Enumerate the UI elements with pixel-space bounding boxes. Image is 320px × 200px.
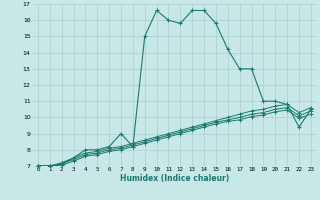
X-axis label: Humidex (Indice chaleur): Humidex (Indice chaleur) (120, 174, 229, 183)
